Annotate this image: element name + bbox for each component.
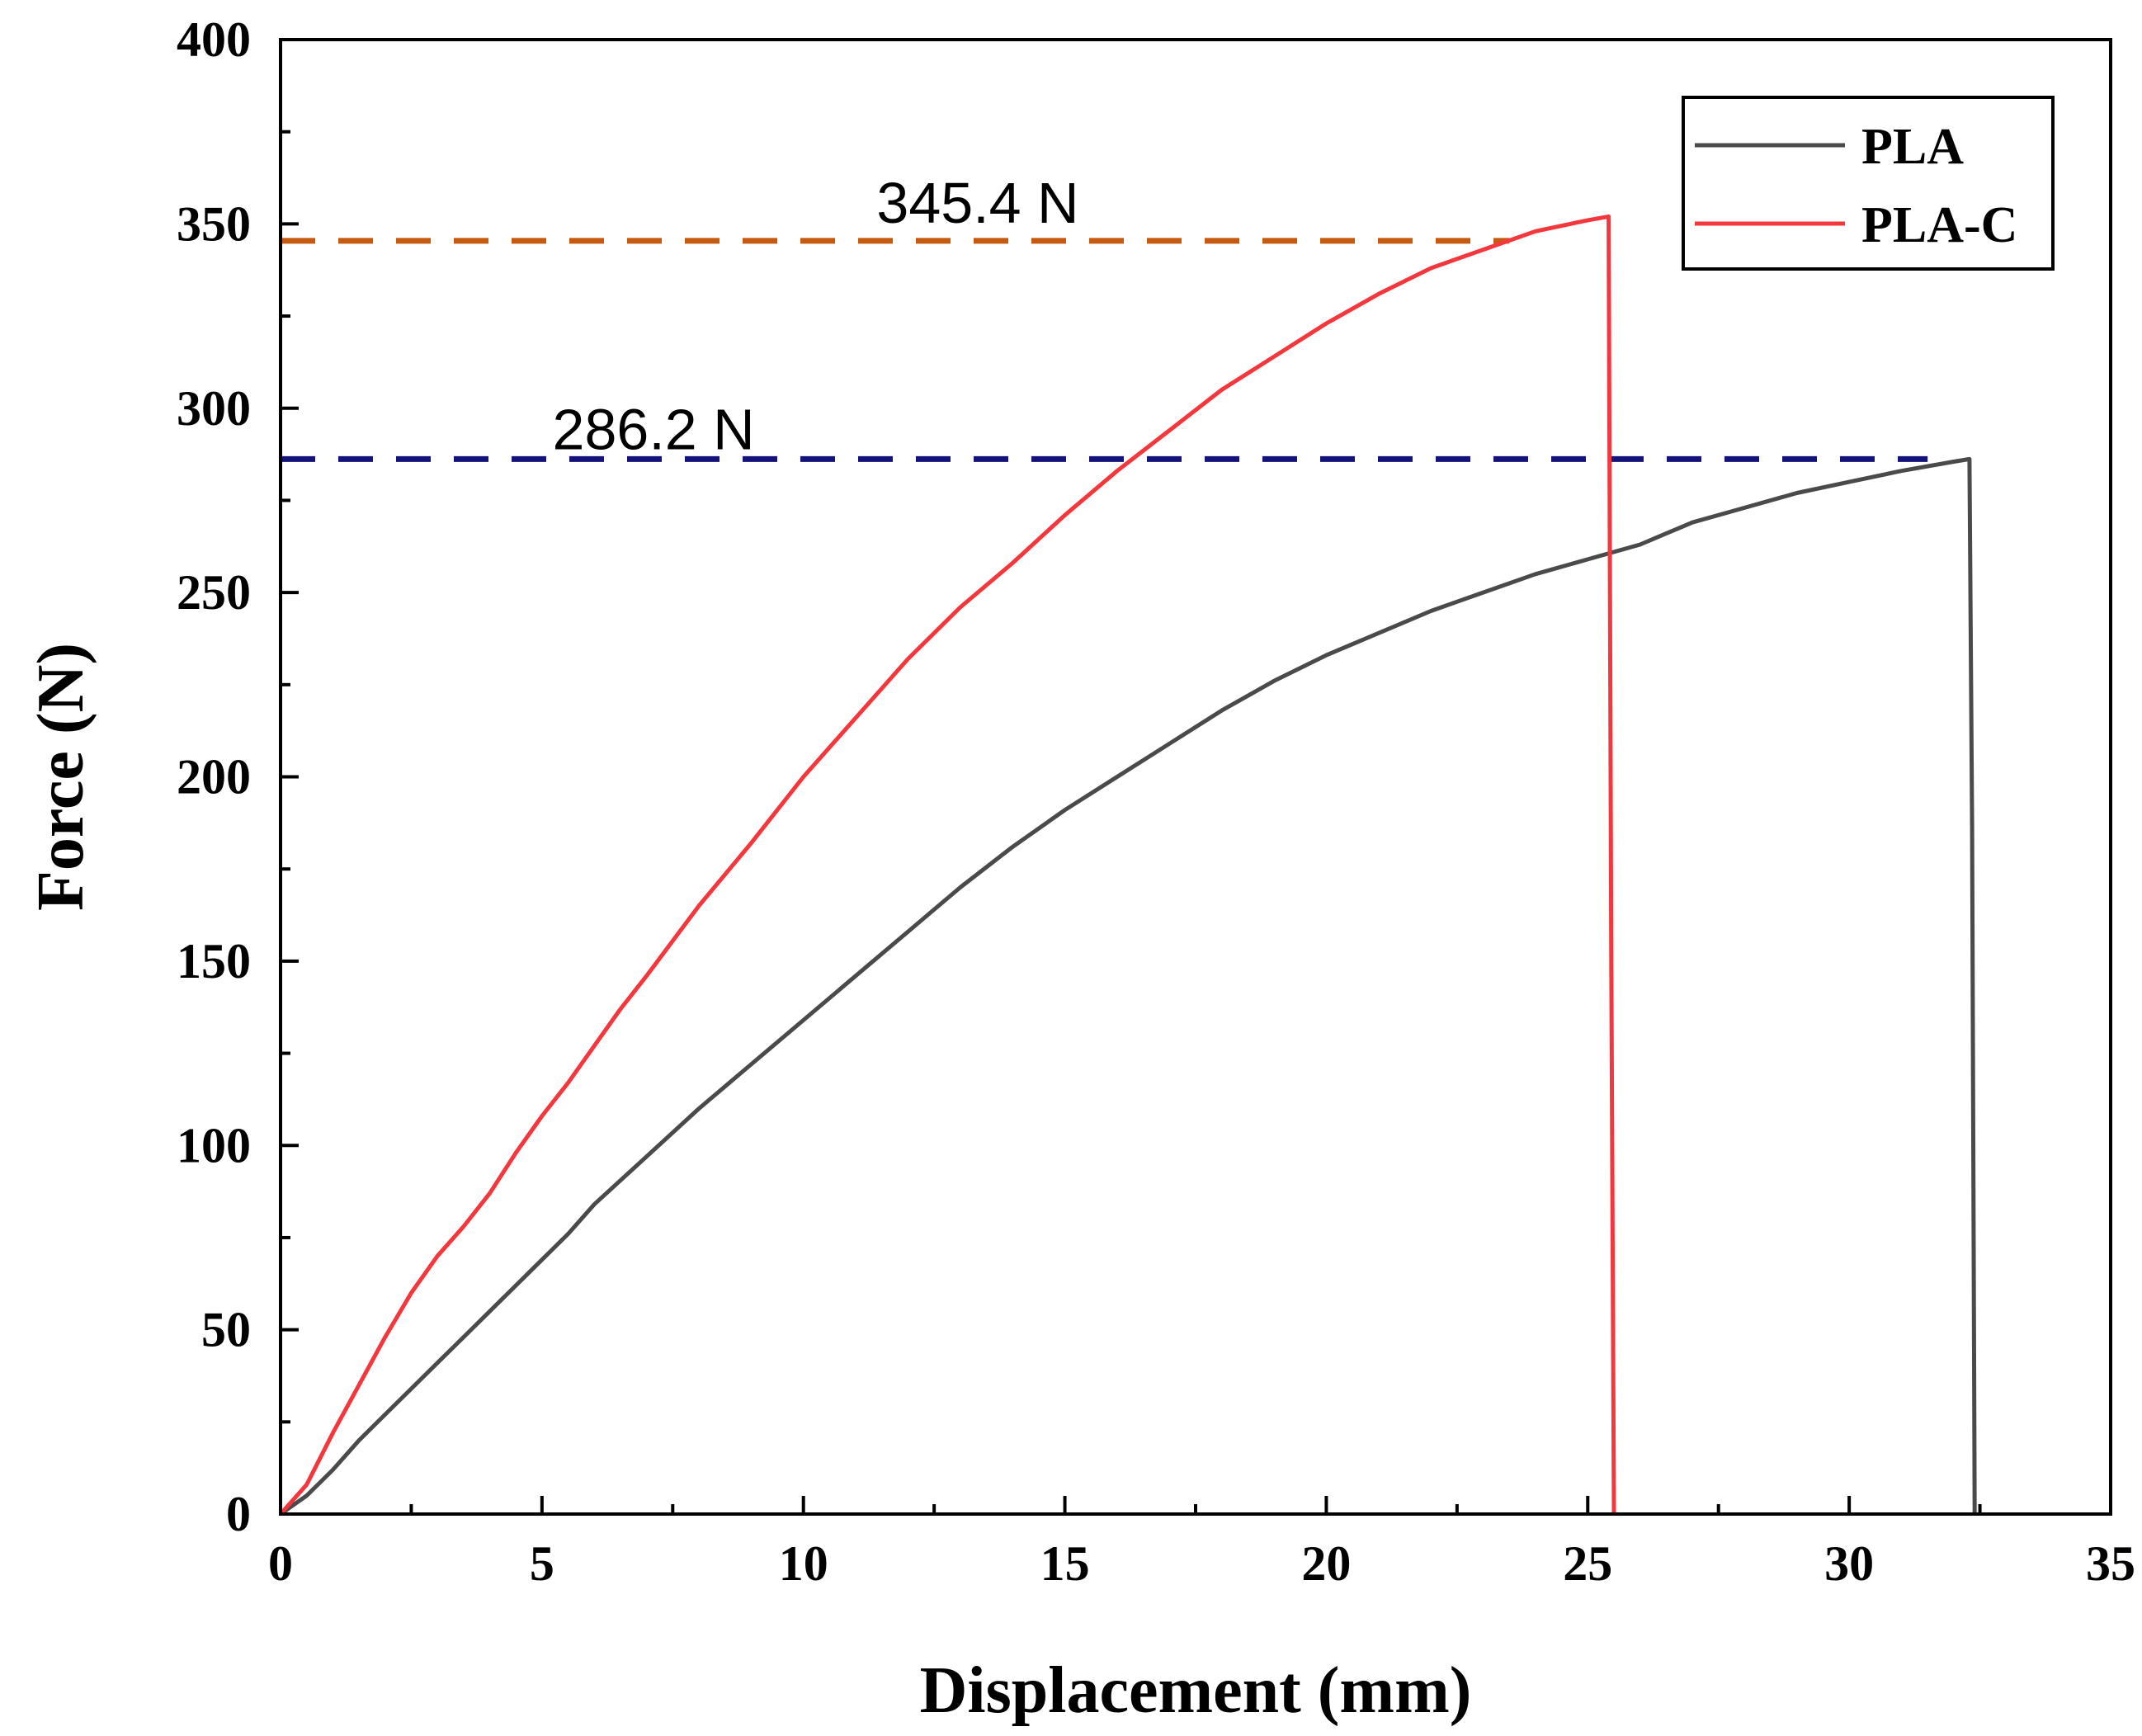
annotations: 345.4 N 286.2 N: [553, 171, 1079, 461]
legend-box: [1682, 96, 2055, 271]
y-tick-label: 400: [177, 12, 251, 67]
legend-label: PLA-C: [1861, 197, 2017, 253]
x-tick-label: 25: [1563, 1536, 1612, 1591]
y-axis-ticks: 0 50 100 150 200 250 300 350 400: [177, 12, 299, 1541]
y-tick-label: 0: [226, 1487, 251, 1541]
x-tick-label: 10: [779, 1536, 828, 1591]
reference-lines: [281, 238, 1928, 462]
y-tick-label: 200: [177, 750, 251, 804]
x-tick-label: 0: [268, 1536, 293, 1591]
reference-label-1: 286.2 N: [553, 397, 755, 461]
x-tick-label: 5: [530, 1536, 554, 1591]
data-series: [279, 214, 1977, 1517]
y-tick-label: 50: [201, 1303, 251, 1357]
y-tick-label: 300: [177, 381, 251, 436]
y-tick-label: 250: [177, 565, 251, 620]
x-axis-ticks: 0 5 10 15 20 25 30 35: [268, 1496, 2135, 1591]
series-line-pla-c: [279, 214, 1616, 1516]
y-axis-title: Force (N): [25, 643, 97, 911]
y-tick-label: 100: [177, 1118, 251, 1172]
x-axis-title: Displacement (mm): [920, 1654, 1472, 1727]
x-tick-label: 15: [1040, 1536, 1090, 1591]
y-tick-label: 150: [177, 934, 251, 988]
y-tick-label: 350: [177, 196, 251, 251]
x-tick-label: 30: [1824, 1536, 1874, 1591]
reference-label-0: 345.4 N: [876, 171, 1078, 235]
legend-label: PLA: [1861, 119, 1964, 175]
x-tick-label: 35: [2086, 1536, 2135, 1591]
series-line-pla: [279, 456, 1977, 1517]
legend: PLA PLA-C: [1682, 96, 2055, 271]
x-tick-label: 20: [1301, 1536, 1351, 1591]
